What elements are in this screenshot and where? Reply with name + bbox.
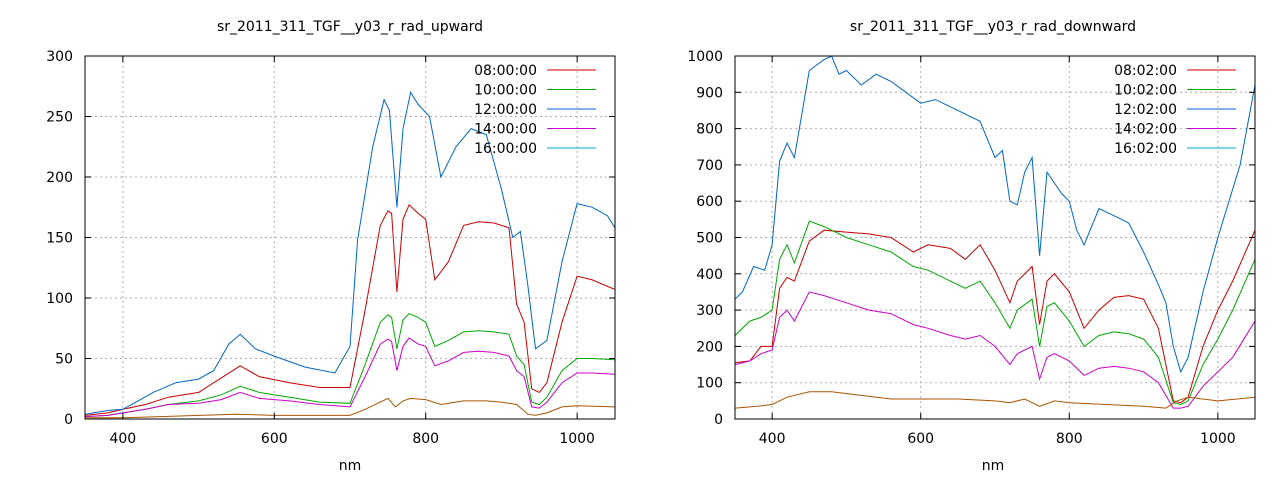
series-line-08:02:00 [735,229,1255,404]
x-tick-label: 1000 [559,431,595,447]
chart-title: sr_2011_311_TGF__y03_r_rad_upward [217,19,483,35]
x-tick-label: 600 [261,431,288,447]
x-tick-label: 400 [759,431,786,447]
y-tick-label: 600 [696,194,723,210]
y-tick-label: 200 [46,170,73,186]
y-tick-label: 100 [696,376,723,392]
y-tick-label: 500 [696,231,723,247]
y-tick-label: 0 [64,412,73,428]
y-tick-label: 400 [696,267,723,283]
legend-label: 10:00:00 [474,83,537,99]
series-line-unnamed-5 [735,391,1255,409]
y-tick-label: 0 [714,412,723,428]
series-line-08:00:00 [85,203,615,416]
series-line-unnamed-5 [85,397,615,419]
x-tick-label: 800 [412,431,439,447]
y-tick-label: 100 [46,291,73,307]
legend-label: 14:02:00 [1114,122,1177,138]
series-line-10:02:00 [735,220,1255,406]
y-tick-label: 250 [46,110,73,126]
series-line-12:02:00 [735,56,1255,374]
x-tick-label: 1000 [1200,431,1236,447]
series-line-14:02:00 [735,291,1255,409]
y-tick-label: 300 [46,49,73,65]
legend-label: 08:00:00 [474,63,537,79]
legend-label: 10:02:00 [1114,83,1177,99]
legend-label: 14:00:00 [474,122,537,138]
y-tick-label: 300 [696,303,723,319]
chart-1: sr_2011_311_TGF__y03_r_rad_upward 400 600 8… [46,19,616,474]
x-tick-label: 400 [109,431,136,447]
y-tick-label: 150 [46,231,73,247]
x-tick-label: 800 [1056,431,1083,447]
chart-title: sr_2011_311_TGF__y03_r_rad_downward [850,19,1136,35]
y-tick-label: 800 [696,122,723,138]
series-line-12:00:00 [85,90,615,415]
y-tick-label: 200 [696,339,723,355]
y-tick-label: 1000 [687,49,723,65]
x-axis-label: nm [982,458,1005,474]
x-tick-label: 600 [907,431,934,447]
y-tick-label: 700 [696,158,723,174]
chart-2: sr_2011_311_TGF__y03_r_rad_downward 400 60… [687,19,1256,474]
x-axis-label: nm [339,458,362,474]
legend-label: 16:02:00 [1114,141,1177,157]
y-tick-label: 50 [55,352,73,368]
series-line-14:00:00 [85,337,615,418]
legend-label: 08:02:00 [1114,63,1177,79]
legend-label: 16:00:00 [474,141,537,157]
legend-label: 12:02:00 [1114,102,1177,118]
series-line-10:00:00 [85,313,615,418]
y-tick-label: 900 [696,85,723,101]
legend-label: 12:00:00 [474,102,537,118]
